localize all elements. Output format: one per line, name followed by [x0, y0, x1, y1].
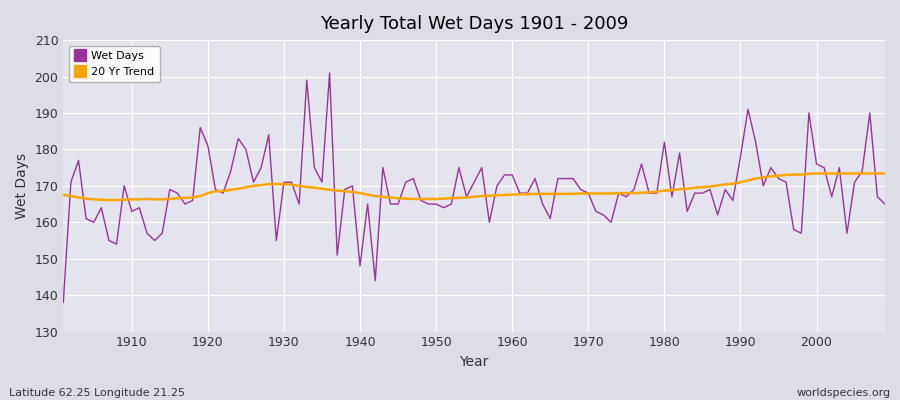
Line: Wet Days: Wet Days — [63, 73, 885, 302]
20 Yr Trend — [879, 171, 890, 176]
Wet Days — [507, 172, 517, 177]
Wet Days — [119, 184, 130, 188]
Text: worldspecies.org: worldspecies.org — [796, 388, 891, 398]
Wet Days — [515, 191, 526, 196]
Title: Yearly Total Wet Days 1901 - 2009: Yearly Total Wet Days 1901 - 2009 — [320, 15, 628, 33]
20 Yr Trend — [339, 189, 350, 194]
Legend: Wet Days, 20 Yr Trend: Wet Days, 20 Yr Trend — [68, 46, 160, 82]
Wet Days — [606, 220, 616, 225]
20 Yr Trend — [104, 198, 114, 202]
Wet Days — [879, 202, 890, 206]
20 Yr Trend — [515, 192, 526, 197]
20 Yr Trend — [58, 192, 68, 197]
Wet Days — [324, 70, 335, 75]
Wet Days — [339, 187, 350, 192]
20 Yr Trend — [811, 171, 822, 176]
Wet Days — [58, 300, 68, 305]
Y-axis label: Wet Days: Wet Days — [15, 153, 29, 219]
20 Yr Trend — [293, 184, 304, 188]
Wet Days — [286, 180, 297, 185]
X-axis label: Year: Year — [460, 355, 489, 369]
20 Yr Trend — [507, 192, 517, 197]
20 Yr Trend — [126, 197, 137, 202]
20 Yr Trend — [606, 191, 616, 196]
Line: 20 Yr Trend: 20 Yr Trend — [63, 174, 885, 200]
Text: Latitude 62.25 Longitude 21.25: Latitude 62.25 Longitude 21.25 — [9, 388, 185, 398]
